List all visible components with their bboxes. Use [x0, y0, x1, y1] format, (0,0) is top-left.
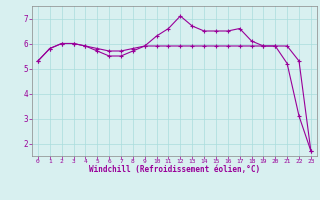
X-axis label: Windchill (Refroidissement éolien,°C): Windchill (Refroidissement éolien,°C): [89, 165, 260, 174]
